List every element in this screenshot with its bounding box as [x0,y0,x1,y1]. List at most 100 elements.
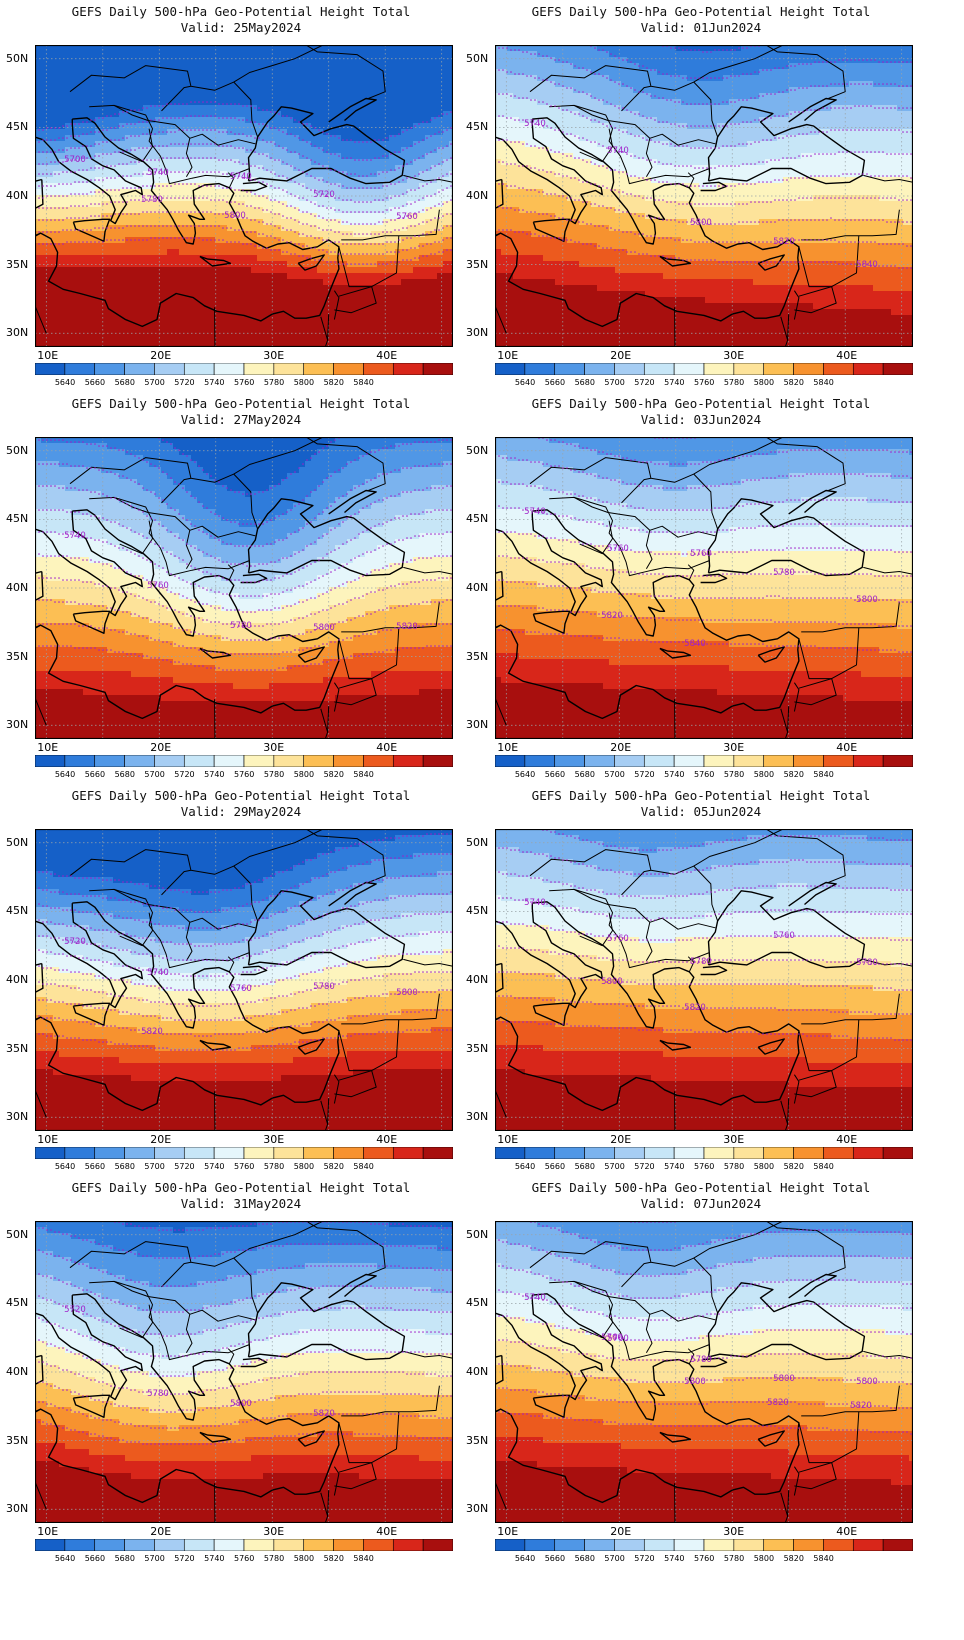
colorbar-swatch [584,1147,615,1159]
graticule [495,437,913,739]
colorbar-label: 5740 [204,1554,224,1563]
contour-label: 5800 [313,623,335,633]
colorbar-swatch [703,1147,735,1159]
lat-tick-label: 50N [466,836,488,849]
colorbar-label: 5700 [604,770,624,779]
lat-tick-label: 35N [466,1042,488,1055]
contour-label: 5820 [767,1398,789,1408]
colorbar-swatch [524,1147,556,1159]
colorbar-swatch [703,755,735,767]
contour-label: 5800 [684,1377,706,1387]
lat-tick-label: 35N [6,1042,28,1055]
contour-label: 5800 [230,1399,252,1409]
panel-title: GEFS Daily 500-hPa Geo-Potential Height … [460,396,942,412]
colorbar-label: 5740 [664,770,684,779]
colorbar-label: 5840 [353,1162,373,1171]
lon-tick-label: 30E [723,1133,744,1146]
colorbar-swatch [333,363,364,375]
colorbar-label: 5720 [174,770,194,779]
panel-title: GEFS Daily 500-hPa Geo-Potential Height … [0,396,482,412]
contour-label: 5780 [856,958,878,968]
colorbar-swatch [363,755,394,767]
colorbar-label: 5720 [174,1554,194,1563]
colorbar-label: 5820 [324,1162,344,1171]
colorbar-label: 5720 [634,378,654,387]
colorbar-swatch [524,1539,556,1551]
colorbar-swatch [733,363,765,375]
lon-tick-label: 40E [376,1525,397,1538]
country-borders [495,45,913,347]
map-frame [35,829,453,1131]
panel-valid-date: Valid: 25May2024 [0,20,482,36]
contour-label: 5760 [690,549,712,559]
lat-tick-label: 45N [466,904,488,917]
colorbar-label: 5820 [784,770,804,779]
colorbar-swatch [852,1539,884,1551]
panel-title: GEFS Daily 500-hPa Geo-Potential Height … [460,1180,942,1196]
colorbar-label: 5820 [324,378,344,387]
lat-tick-label: 50N [6,52,28,65]
colorbar-label: 5640 [515,378,535,387]
filled-contours [35,45,453,347]
colorbar-label: 5680 [575,1554,595,1563]
graticule [35,829,453,1131]
colorbar-swatch [673,1147,705,1159]
contour-labels: 5720 5780 5800 5820 [64,1305,335,1419]
colorbar-swatch [882,1539,913,1551]
lon-tick-label: 20E [150,1133,171,1146]
colorbar-swatch [823,363,854,375]
colorbar-label: 5640 [515,770,535,779]
country-borders [35,1221,453,1523]
map-frame [495,437,913,739]
colorbar-swatch [303,1147,334,1159]
contour-label: 5760 [773,931,795,941]
lat-tick-label: 35N [466,650,488,663]
map-panel: GEFS Daily 500-hPa Geo-Potential Height … [460,784,942,1194]
lat-tick-label: 35N [466,1434,488,1447]
lat-tick-label: 35N [6,650,28,663]
panel-title: GEFS Daily 500-hPa Geo-Potential Height … [460,788,942,804]
contour-label: 5820 [684,1003,706,1013]
colorbar-swatch [154,1147,185,1159]
lat-tick-label: 40N [6,1365,28,1378]
colorbar-swatch [35,755,66,767]
lat-tick-label: 40N [466,1365,488,1378]
contour-label: 5760 [601,1333,623,1343]
lon-tick-label: 40E [836,1133,857,1146]
map-panel: GEFS Daily 500-hPa Geo-Potential Height … [0,392,482,802]
contour-label: 5700 [64,155,86,165]
colorbar-label: 5840 [813,770,833,779]
lon-tick-label: 40E [376,741,397,754]
colorbar-swatch [554,363,585,375]
contour-label: 5760 [607,544,629,554]
colorbar-label: 5760 [694,770,714,779]
map-frame [495,829,913,1131]
lat-tick-label: 30N [466,1502,488,1515]
colorbar-label: 5780 [264,1162,284,1171]
contour-label: 5760 [607,1334,629,1344]
colorbar-swatch [823,1147,854,1159]
contour-lines [495,1221,912,1435]
contour-label: 5720 [64,937,86,947]
colorbar-label: 5640 [55,770,75,779]
colorbar-swatch [273,1539,305,1551]
contour-label: 5780 [230,621,252,631]
colorbar-swatch [303,755,334,767]
colorbar-swatch [35,363,66,375]
colorbar-label: 5800 [754,770,774,779]
contour-label: 5740 [147,968,169,978]
lon-tick-label: 40E [376,1133,397,1146]
contour-labels: 5740 5760 5780 5800 5800 5760 5800 5820 5820 [524,1293,878,1411]
contour-label: 5720 [313,190,335,200]
colorbar-swatch [213,1147,245,1159]
colorbar-swatch [94,363,125,375]
height-map: 5740 5740 5800 5820 5840 [495,45,913,347]
colorbar-swatch [363,1539,394,1551]
contour-labels: 5700 5740 5740 5720 5760 5780 5800 [64,155,418,222]
colorbar-label: 5660 [545,1162,565,1171]
colorbar-swatch [363,363,394,375]
colorbar-swatch [495,1147,526,1159]
lon-tick-label: 10E [37,1525,58,1538]
lat-tick-label: 40N [6,189,28,202]
lat-tick-label: 50N [466,52,488,65]
